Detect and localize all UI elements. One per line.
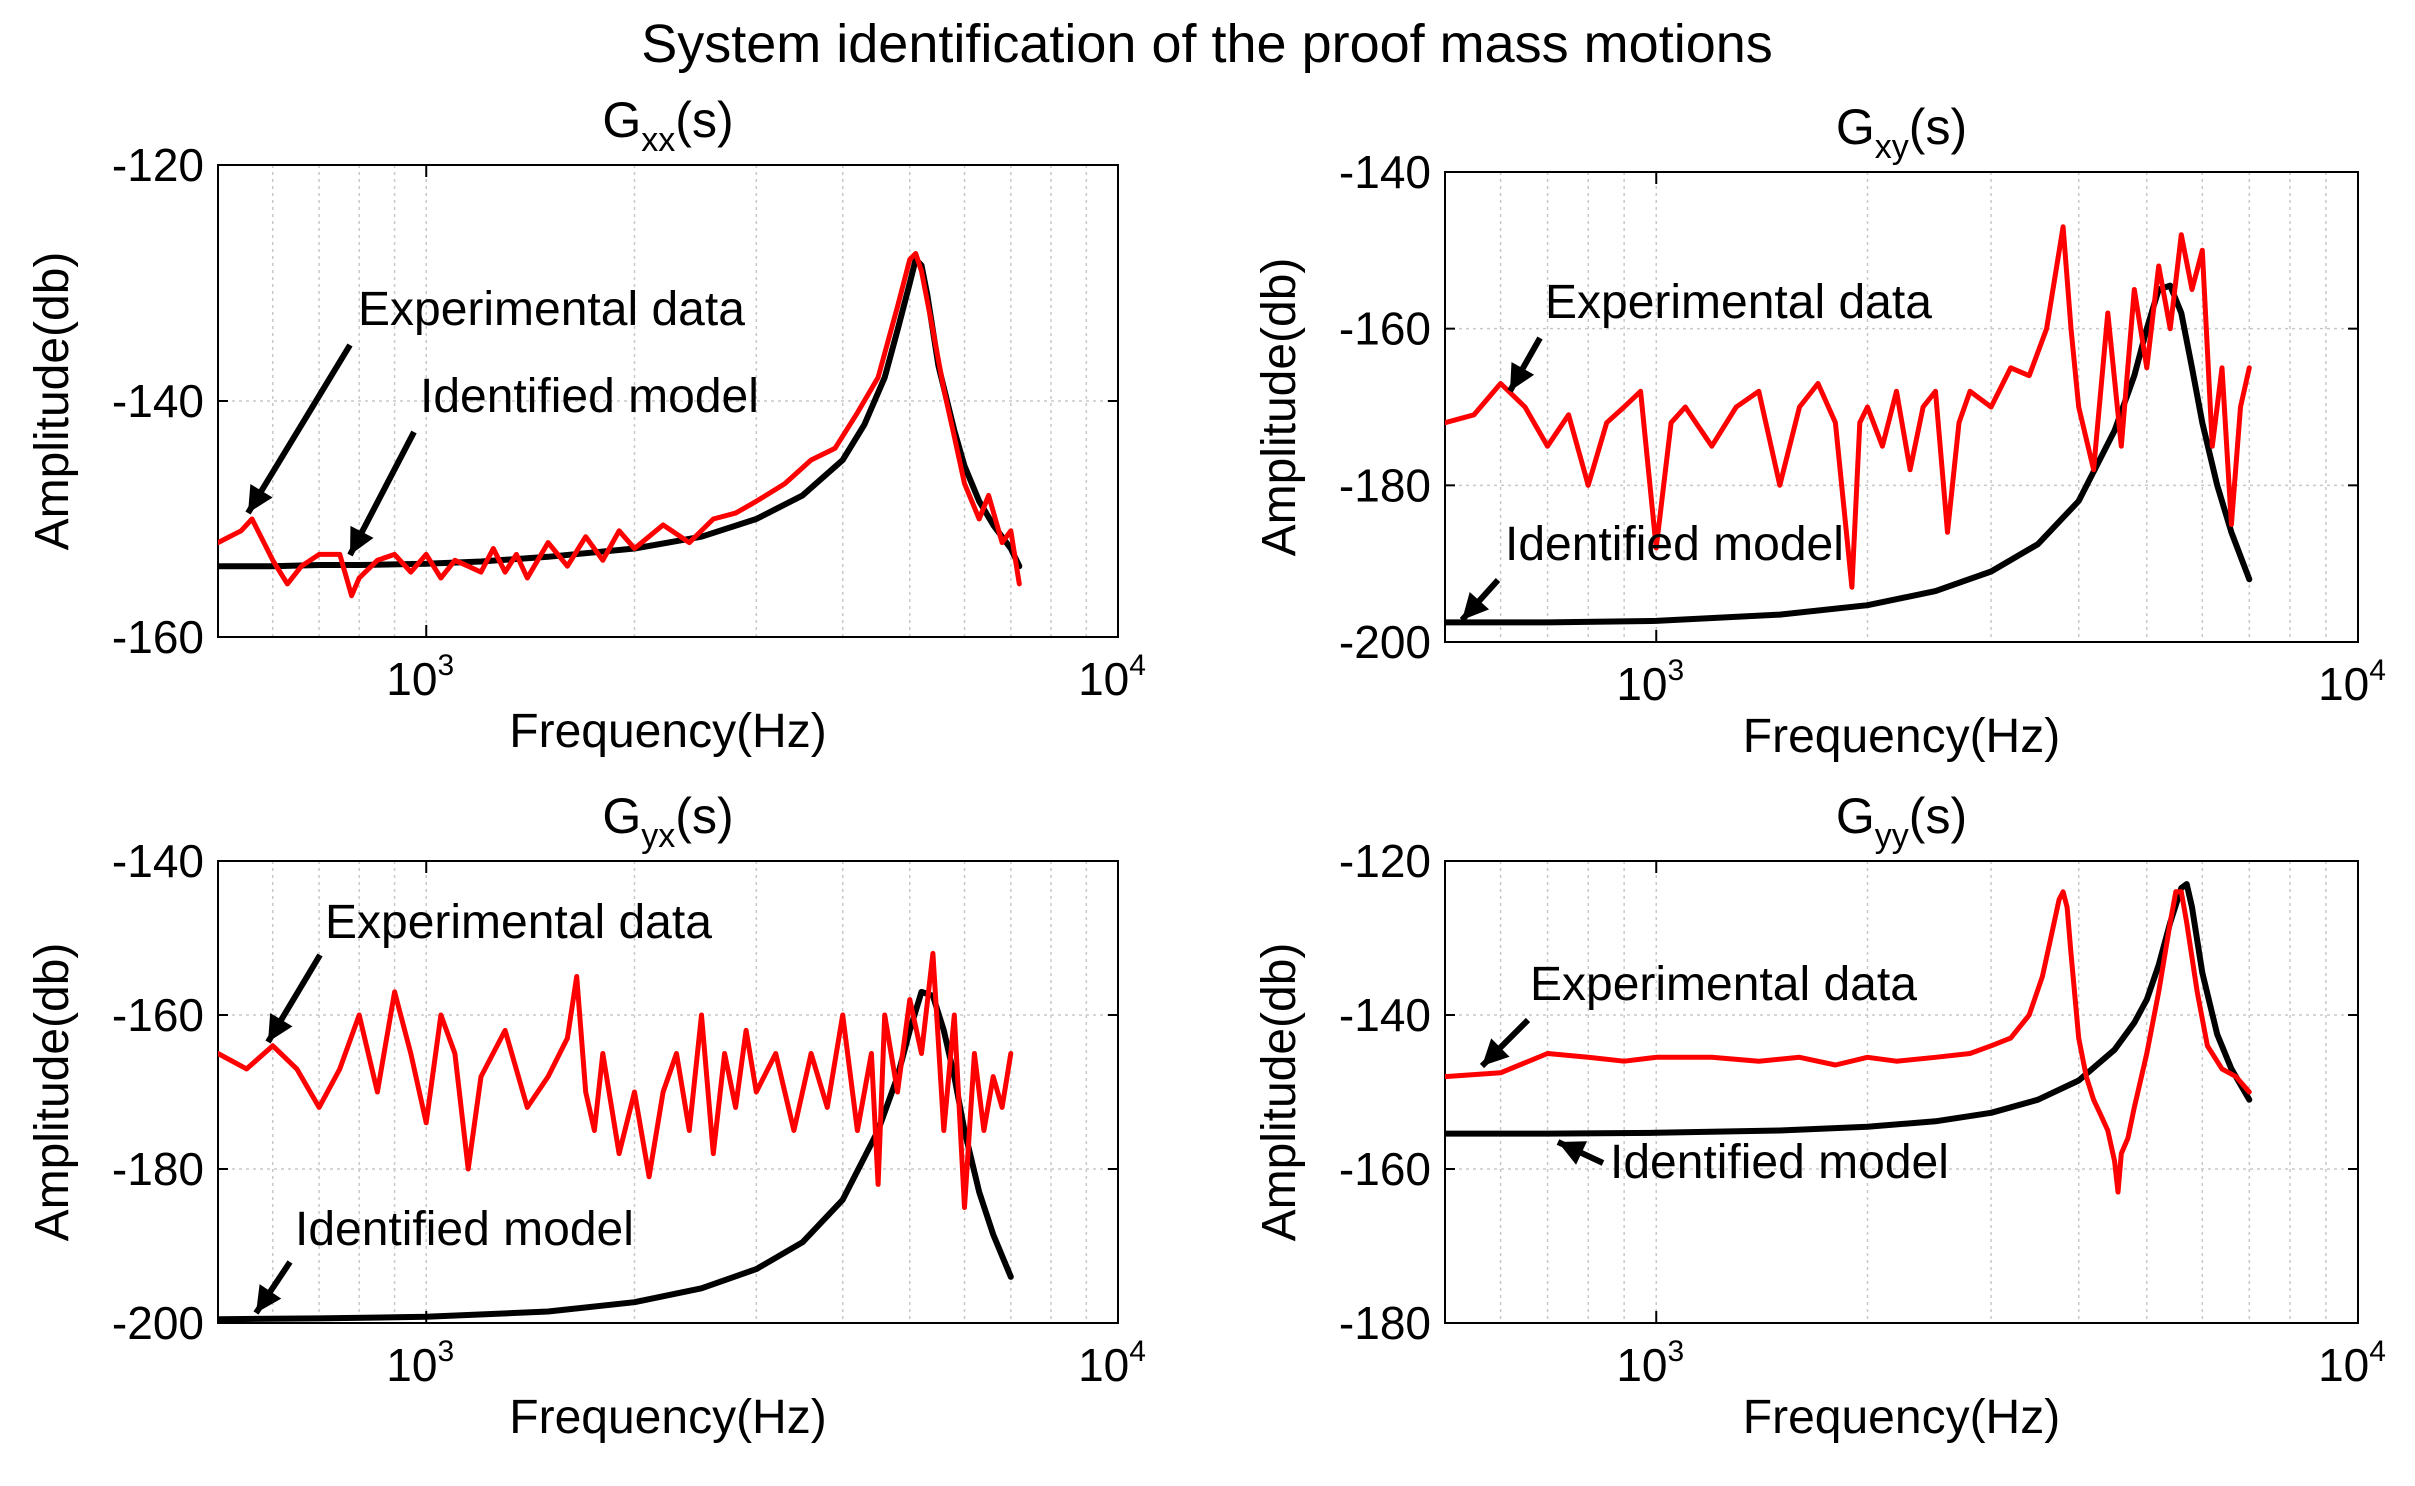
series-experimental-data (1445, 889, 2252, 1195)
y-tick-label: -140 (1339, 146, 1431, 198)
chart-gxy: -140 -160 -180 -200 103 104 Gxy(s) Frequency(Hz… (1253, 99, 2386, 763)
annotation-arrow (245, 343, 353, 515)
y-tick-label: -140 (112, 375, 204, 427)
annotation-arrowhead (1558, 1141, 1588, 1165)
y-tick-label: -160 (1339, 303, 1431, 355)
x-axis-label: Frequency(Hz) (1743, 1391, 2060, 1444)
y-tick-label: -180 (1339, 459, 1431, 511)
y-tick-label: -180 (112, 1143, 204, 1195)
chart-gyy: -120 -140 -160 -180 103 104 Gyy(s) Frequency(Hz… (1253, 788, 2386, 1444)
x-axis-label: Frequency(Hz) (509, 1391, 826, 1444)
panel-title: Gyx(s) (602, 788, 733, 855)
x-tick-label: 104 (1078, 1335, 1146, 1391)
y-tick-label: -200 (112, 1297, 204, 1349)
annotation-arrowhead (248, 484, 273, 513)
y-tick-label: -160 (1339, 1143, 1431, 1195)
annotation-label: Identified model (1610, 1136, 1949, 1189)
x-tick-label: 104 (2318, 654, 2386, 710)
axes-box (1444, 171, 2359, 643)
chart-gxx: -120 -140 -160 103 104 Gxx(s) Frequency(Hz) Amp… (26, 92, 1146, 758)
y-axis-label: Amplitude(db) (26, 943, 79, 1242)
panel-title: Gxx(s) (602, 92, 733, 159)
y-tick-label: -160 (112, 611, 204, 663)
y-axis-label: Amplitude(db) (1253, 943, 1306, 1242)
annotation-label: Identified model (295, 1203, 634, 1256)
annotation-arrowhead (1482, 1038, 1510, 1066)
axes-box (1444, 860, 2359, 1324)
y-tick-label: -120 (112, 139, 204, 191)
annotation-label: Identified model (1505, 518, 1844, 571)
x-tick-label: 103 (1616, 1335, 1684, 1391)
axes-box (217, 860, 1119, 1324)
annotation-label: Experimental data (1530, 958, 1917, 1011)
grid (1445, 172, 2358, 642)
series-experimental-data (218, 950, 1014, 1210)
annotation-arrowhead (1510, 361, 1535, 391)
annotation-label: Identified model (420, 370, 759, 423)
x-tick-label: 103 (386, 1335, 454, 1391)
x-tick-label: 103 (386, 649, 454, 705)
x-tick-label: 103 (1616, 654, 1684, 710)
y-tick-label: -120 (1339, 835, 1431, 887)
annotation-arrowhead (256, 1284, 282, 1313)
y-axis-label: Amplitude(db) (26, 252, 79, 551)
y-tick-label: -140 (112, 835, 204, 887)
panel-title: Gxy(s) (1836, 99, 1967, 166)
annotation-label: Experimental data (325, 896, 712, 949)
annotation-label: Experimental data (358, 283, 745, 336)
annotation-arrowhead (350, 525, 374, 555)
y-axis-label: Amplitude(db) (1253, 258, 1306, 557)
annotation-arrowhead (268, 1013, 293, 1042)
series-identified-model (218, 256, 1023, 570)
x-tick-label: 104 (2318, 1335, 2386, 1391)
y-tick-label: -180 (1339, 1297, 1431, 1349)
series-identified-model (218, 988, 1014, 1323)
x-axis-label: Frequency(Hz) (509, 705, 826, 758)
panel-title: Gyy(s) (1836, 788, 1967, 855)
series-experimental-data (218, 251, 1022, 599)
grid (1445, 861, 2358, 1323)
x-tick-label: 104 (1078, 649, 1146, 705)
series-experimental-data (1445, 224, 2252, 590)
y-tick-label: -200 (1339, 616, 1431, 668)
y-tick-label: -140 (1339, 989, 1431, 1041)
series-identified-model (1445, 881, 2253, 1137)
annotation-label: Experimental data (1545, 276, 1932, 329)
chart-gyx: -140 -160 -180 -200 103 104 Gyx(s) Frequency(Hz… (26, 788, 1146, 1444)
annotation-arrowhead (1462, 591, 1490, 620)
grid (218, 861, 1118, 1323)
figure-title: System identification of the proof mass … (641, 14, 1773, 74)
x-axis-label: Frequency(Hz) (1743, 710, 2060, 763)
y-tick-label: -160 (112, 989, 204, 1041)
